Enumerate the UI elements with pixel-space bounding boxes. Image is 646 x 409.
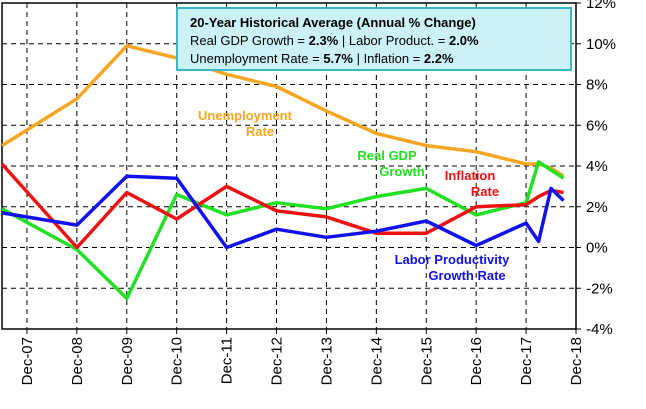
x-tick-label: Dec-16 [468, 337, 485, 385]
info-box-line: Unemployment Rate = 5.7% | Inflation = 2… [190, 51, 454, 66]
x-tick-label: Dec-13 [318, 337, 335, 385]
info-box-segment: 2.0% [449, 33, 479, 48]
info-box-segment: Unemployment Rate = [190, 51, 323, 66]
info-box-segment: 2.3% [309, 33, 339, 48]
x-tick-label: Dec-17 [518, 337, 535, 385]
x-tick-label: Dec-09 [119, 337, 136, 385]
x-tick-label: Dec-18 [568, 337, 585, 385]
info-box-segment: Real GDP Growth = [190, 33, 309, 48]
info-box-segment: 5.7% [323, 51, 353, 66]
info-box: 20-Year Historical Average (Annual % Cha… [176, 7, 572, 71]
series-line [1, 174, 565, 250]
x-tick-label: Dec-14 [368, 337, 385, 385]
series-label: Rate [246, 124, 274, 139]
y-tick-label: -4% [586, 321, 613, 338]
y-tick-label: 4% [586, 158, 608, 175]
info-box-segment: | Inflation = [353, 51, 424, 66]
series-label: Rate [471, 184, 499, 199]
info-box-line: Real GDP Growth = 2.3% | Labor Product. … [190, 33, 479, 48]
series-label: Labor Productivity [395, 252, 511, 267]
y-tick-label: -2% [586, 280, 613, 297]
info-box-segment: | Labor Product. = [338, 33, 449, 48]
info-box-segment: 2.2% [424, 51, 454, 66]
y-tick-label: 0% [586, 240, 608, 257]
x-tick-label: Dec-10 [169, 337, 186, 385]
y-tick-label: 12% [586, 0, 616, 12]
series-label: Growth [379, 164, 425, 179]
y-tick-label: 6% [586, 117, 608, 134]
series-label: Growth Rate [428, 268, 505, 283]
series-label: Inflation [445, 168, 496, 183]
y-tick-label: 8% [586, 77, 608, 94]
info-box-bg [176, 7, 572, 71]
x-tick-label: Dec-15 [418, 337, 435, 385]
x-tick-label: Dec-07 [19, 337, 36, 385]
series-label: Real GDP [357, 148, 417, 163]
x-tick-label: Dec-08 [69, 337, 86, 385]
series-label: Unemployment [198, 108, 293, 123]
series-line [0, 162, 564, 250]
y-tick-label: 10% [586, 36, 616, 53]
x-tick-label: Dec-12 [269, 337, 286, 385]
y-tick-label: 2% [586, 199, 608, 216]
x-tick-label: Dec-11 [219, 337, 236, 384]
info-box-title: 20-Year Historical Average (Annual % Cha… [190, 15, 476, 30]
